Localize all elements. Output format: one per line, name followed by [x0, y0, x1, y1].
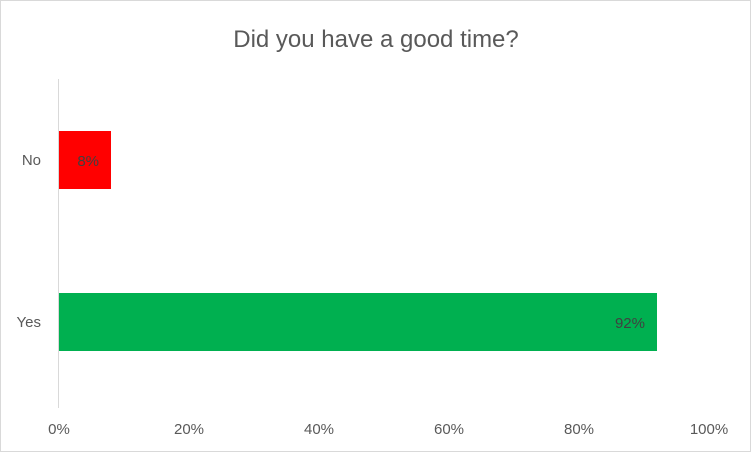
bar-no [59, 131, 111, 189]
data-label-no: 8% [77, 153, 99, 170]
data-label-yes: 92% [615, 315, 645, 332]
x-tick-label: 60% [434, 421, 464, 438]
bars-group [59, 131, 657, 351]
category-labels: No Yes [17, 152, 41, 331]
bar-yes [59, 293, 657, 351]
x-tick-label: 100% [690, 421, 728, 438]
x-tick-label: 40% [304, 421, 334, 438]
data-labels: 8% 92% [77, 153, 645, 332]
x-tick-label: 0% [48, 421, 70, 438]
chart-title: Did you have a good time? [233, 26, 519, 53]
category-label-no: No [22, 152, 41, 169]
x-axis-tick-labels: 0% 20% 40% 60% 80% 100% [48, 421, 728, 438]
x-tick-label: 20% [174, 421, 204, 438]
category-label-yes: Yes [17, 314, 41, 331]
x-tick-label: 80% [564, 421, 594, 438]
